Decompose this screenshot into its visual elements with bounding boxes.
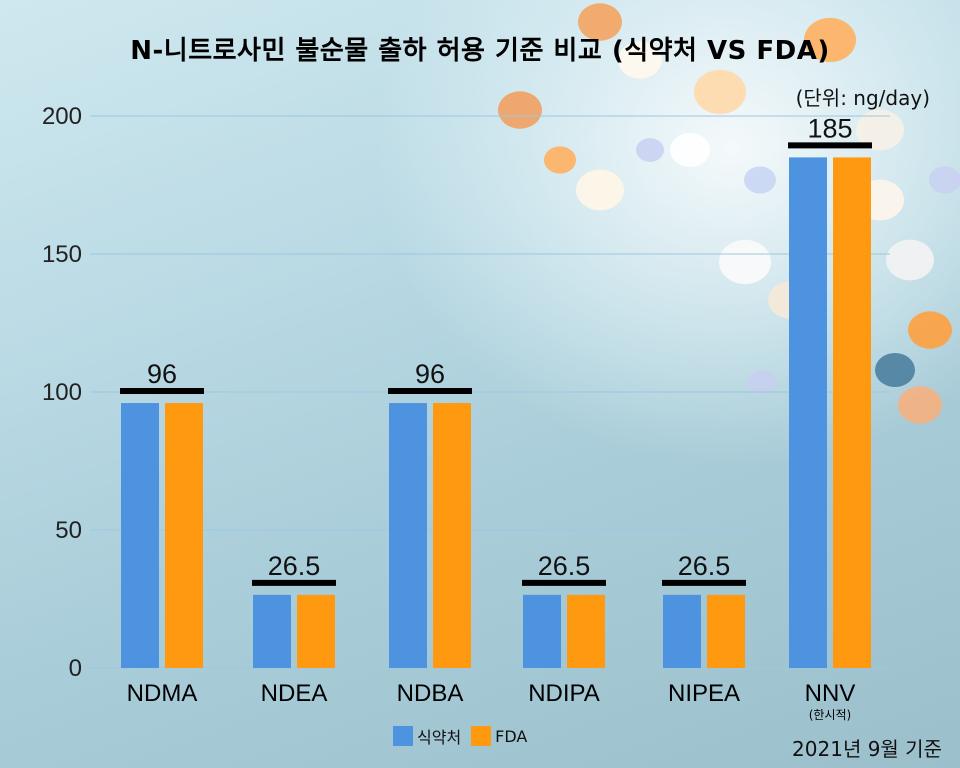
data-label: 26.5 — [678, 551, 731, 581]
pill-shape — [694, 69, 746, 115]
pill-shape — [898, 386, 942, 424]
pill-shape — [744, 166, 776, 194]
legend-label-fda: FDA — [495, 726, 528, 746]
pill-shape — [929, 166, 960, 194]
x-tick-label: NDIPA — [528, 680, 600, 707]
y-tick-label: 50 — [55, 517, 82, 544]
bar-fda — [433, 403, 471, 668]
date-footnote: 2021년 9월 기준 — [792, 737, 942, 761]
pill-shape — [804, 17, 856, 63]
unit-label: (단위: ng/day) — [795, 86, 930, 110]
bar-mfds — [389, 403, 427, 668]
pill-shape — [578, 3, 622, 41]
pill-shape — [886, 239, 934, 281]
bar-fda — [833, 157, 871, 668]
data-label: 96 — [415, 359, 445, 389]
bar-fda — [165, 403, 203, 668]
legend-label-mfds: 식약처 — [417, 728, 462, 747]
pill-shape — [576, 169, 624, 211]
legend-swatch-mfds — [393, 726, 413, 746]
y-tick-label: 200 — [42, 103, 82, 130]
legend-item-mfds: 식약처 — [393, 724, 461, 748]
pill-shape — [908, 311, 952, 349]
pill-shape — [636, 138, 664, 162]
data-label: 26.5 — [268, 551, 321, 581]
chart-title: N-니트로사민 불순물 출하 허용 기준 비교 (식약처 VS FDA) — [130, 36, 830, 66]
bar-mfds — [663, 594, 701, 668]
y-tick-label: 100 — [42, 379, 82, 406]
pill-shape — [498, 91, 542, 129]
legend-item-fda: FDA — [471, 726, 527, 746]
data-label: 96 — [147, 359, 177, 389]
pill-shape — [875, 353, 915, 387]
pill-shape — [670, 133, 710, 167]
bar-fda — [567, 594, 605, 668]
pill-shape — [719, 239, 771, 285]
pill-shape — [856, 109, 904, 151]
x-tick-label: NDEA — [261, 680, 328, 707]
legend-swatch-fda — [471, 726, 492, 746]
x-tick-label: NDBA — [397, 680, 464, 707]
bar-mfds — [121, 403, 159, 668]
data-label: 185 — [807, 113, 852, 143]
y-tick-label: 150 — [42, 241, 82, 268]
bar-mfds — [523, 594, 561, 668]
x-tick-label: NDMA — [127, 680, 198, 707]
data-label: 26.5 — [538, 551, 591, 581]
legend: 식약처 FDA — [393, 724, 531, 748]
bar-fda — [297, 594, 335, 668]
x-tick-label: NNV — [805, 680, 856, 707]
pill-shape — [618, 41, 662, 79]
x-tick-sublabel: (한시적) — [809, 708, 851, 722]
bar-mfds — [789, 157, 827, 668]
pill-shape — [748, 370, 776, 394]
pill-shape — [544, 146, 576, 174]
bar-fda — [707, 594, 745, 668]
bar-mfds — [253, 594, 291, 668]
y-tick-label: 0 — [69, 655, 82, 682]
x-tick-label: NIPEA — [668, 680, 740, 707]
